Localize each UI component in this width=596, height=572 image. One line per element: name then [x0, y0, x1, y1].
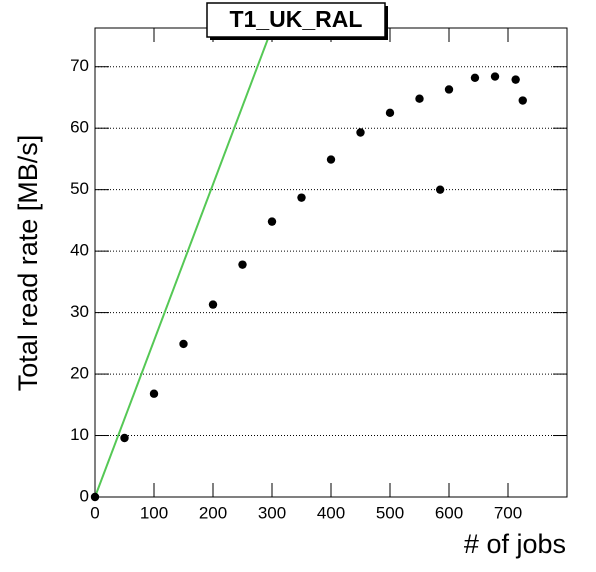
y-tick-label: 10 — [70, 425, 89, 444]
point — [385, 108, 395, 118]
point — [149, 389, 159, 398]
point — [435, 185, 445, 194]
x-tick-label: 600 — [435, 503, 463, 522]
point — [444, 85, 454, 94]
point — [267, 217, 277, 226]
x-tick-label: 700 — [494, 503, 522, 522]
y-tick-label: 20 — [70, 364, 89, 383]
x-tick-label: 300 — [258, 503, 286, 522]
point — [490, 72, 500, 81]
point — [415, 94, 424, 103]
x-axis-label: # of jobs — [464, 529, 566, 559]
point — [90, 492, 100, 502]
y-tick-label: 30 — [70, 302, 89, 321]
point — [297, 193, 306, 202]
point — [238, 260, 247, 269]
y-tick-label: 70 — [70, 56, 89, 75]
point — [326, 155, 336, 164]
y-axis-label: Total read rate [MB/s] — [13, 135, 43, 392]
point — [120, 433, 129, 443]
point — [511, 75, 520, 84]
y-tick-label: 40 — [70, 241, 89, 260]
point — [356, 128, 365, 137]
x-tick-label: 400 — [317, 503, 345, 522]
point — [470, 73, 480, 82]
point — [208, 300, 218, 309]
title-box — [206, 2, 386, 38]
reference-line — [95, 28, 273, 497]
y-tick-label: 50 — [70, 179, 89, 198]
point — [518, 96, 527, 105]
x-tick-label: 100 — [140, 503, 168, 522]
x-tick-label: 200 — [199, 503, 227, 522]
chart-title: T1_UK_RAL — [230, 6, 363, 32]
y-tick-label: 60 — [70, 118, 89, 137]
x-tick-label: 0 — [90, 503, 99, 522]
point — [179, 339, 188, 349]
y-tick-label: 0 — [80, 486, 89, 505]
x-tick-label: 500 — [376, 503, 404, 522]
